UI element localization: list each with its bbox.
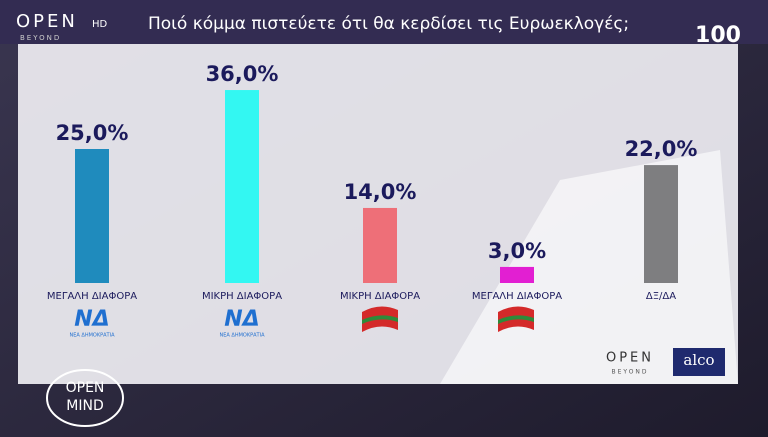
value-label: 3,0% <box>488 239 546 263</box>
chart-title: Ποιό κόμμα πιστεύετε ότι θα κερδίσει τις… <box>148 14 629 34</box>
bar <box>500 266 534 283</box>
flag-stripe <box>362 315 398 324</box>
value-label: 14,0% <box>344 180 417 204</box>
category-label: ΔΞ/ΔΑ <box>646 291 676 302</box>
badge: 100 <box>695 23 741 48</box>
category-label: ΜΕΓΑΛΗ ΔΙΑΦΟΡΑ <box>47 291 137 302</box>
bar <box>363 207 397 283</box>
bar <box>75 149 109 283</box>
party-caption: ΝΕΑ ΔΗΜΟΚΡΑΤΙΑ <box>219 333 265 339</box>
party-caption: ΝΕΑ ΔΗΜΟΚΡΑΤΙΑ <box>69 333 115 339</box>
title-bar <box>0 0 768 44</box>
syriza-logo <box>362 306 534 332</box>
party-mark: ΝΔ <box>74 307 109 332</box>
footer-channel-sub: BEYOND <box>611 369 648 376</box>
value-label: 25,0% <box>56 121 129 145</box>
channel-sub: BEYOND <box>20 34 61 42</box>
category-label: ΜΙΚΡΗ ΔΙΑΦΟΡΑ <box>340 291 420 302</box>
channel-hd: HD <box>92 19 108 30</box>
flag-stripe <box>498 315 534 324</box>
pollster-box <box>673 348 725 376</box>
category-label: ΜΙΚΡΗ ΔΙΑΦΟΡΑ <box>202 291 282 302</box>
nd-logo: ΝΔ ΝΕΑ ΔΗΜΟΚΡΑΤΙΑ ΝΔ ΝΕΑ ΔΗΜΟΚΡΑΤΙΑ <box>69 307 265 339</box>
value-label: 22,0% <box>625 137 698 161</box>
bar <box>644 165 678 283</box>
pollster: alco <box>683 351 714 369</box>
show-ring <box>46 369 124 427</box>
value-label: 36,0% <box>206 62 279 86</box>
bar <box>225 90 259 283</box>
footer-channel: OPEN <box>606 351 654 366</box>
category-label: ΜΕΓΑΛΗ ΔΙΑΦΟΡΑ <box>472 291 562 302</box>
channel-name: OPEN <box>16 11 78 32</box>
show-logo: OPEN <box>66 380 105 396</box>
show-logo: MIND <box>66 398 103 414</box>
party-mark: ΝΔ <box>224 307 259 332</box>
